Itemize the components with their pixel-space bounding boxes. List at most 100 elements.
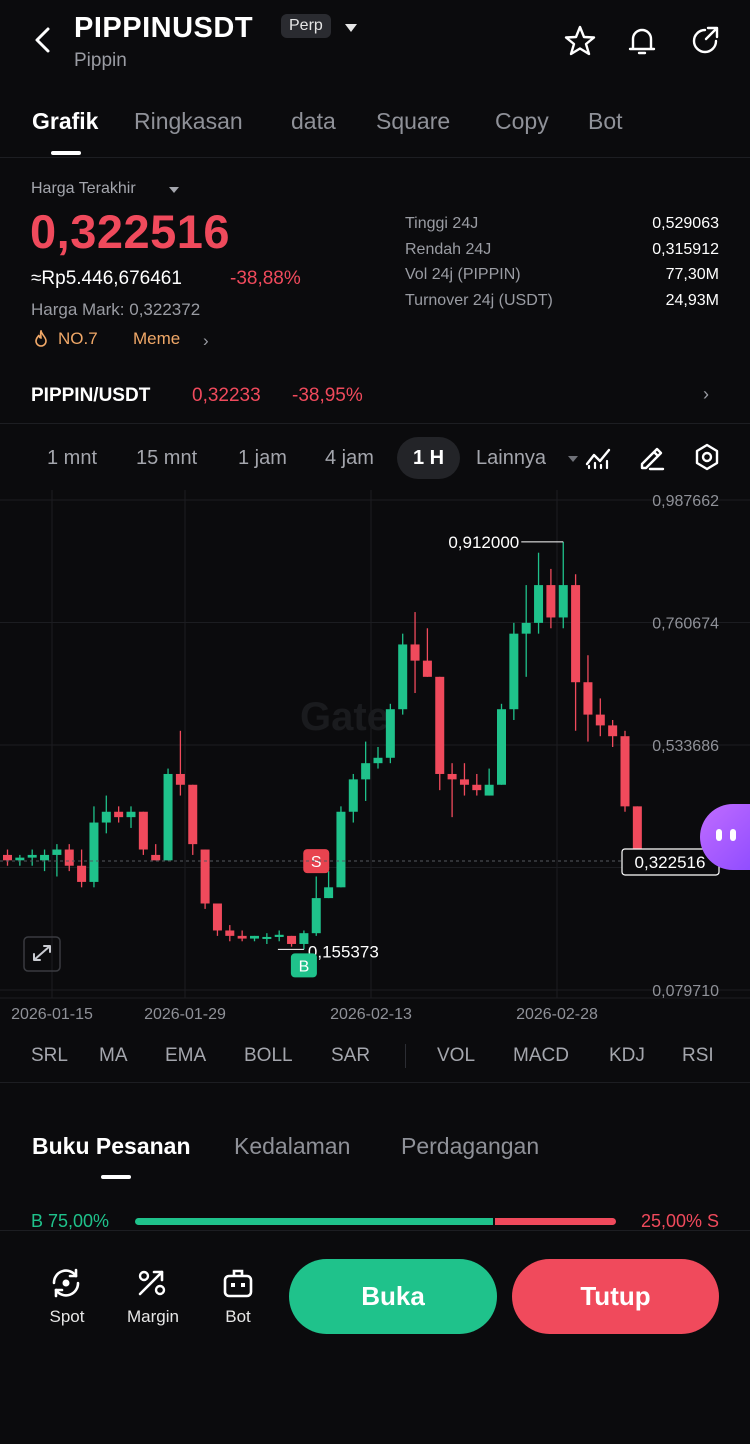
category-tag[interactable]: Meme [133, 329, 181, 348]
candle [163, 773, 173, 861]
settings-icon[interactable] [692, 442, 722, 472]
candle [558, 585, 568, 618]
x-tick-label: 2026-02-28 [516, 1006, 598, 1023]
candle [571, 585, 581, 683]
tab-depth[interactable]: Kedalaman [234, 1133, 351, 1159]
star-icon[interactable] [563, 24, 597, 58]
candle [422, 660, 432, 677]
indicator-srl[interactable]: SRL [31, 1045, 68, 1066]
assistant-bubble[interactable] [700, 804, 750, 870]
bell-icon[interactable] [625, 24, 659, 58]
candle [52, 849, 62, 855]
open-position-button[interactable]: Buka [289, 1259, 497, 1334]
indicator-vol[interactable]: VOL [437, 1045, 476, 1066]
indicator-ema[interactable]: EMA [165, 1045, 207, 1066]
candle [472, 784, 482, 791]
timeframe-1h[interactable]: 1 jam [238, 447, 287, 469]
candle [274, 934, 284, 937]
bot-label[interactable]: Bot [225, 1307, 251, 1326]
candle [311, 898, 321, 934]
candle [410, 644, 420, 661]
tab-ringkasan[interactable]: Ringkasan [134, 108, 243, 134]
indicator-sar[interactable]: SAR [331, 1045, 371, 1066]
margin-icon[interactable] [134, 1266, 170, 1300]
indicator-rsi[interactable]: RSI [682, 1045, 714, 1066]
caret-down-icon[interactable] [169, 187, 179, 193]
share-icon[interactable] [688, 24, 722, 58]
candle [385, 709, 395, 758]
tab-grafik[interactable]: Grafik [32, 108, 99, 134]
timeframe-active-pill[interactable] [397, 437, 460, 479]
spot-icon[interactable] [48, 1266, 84, 1300]
candle [200, 849, 210, 904]
eye-icon [730, 829, 736, 841]
indicator-chart-icon[interactable] [583, 442, 613, 472]
divider [0, 1082, 750, 1083]
bot-icon[interactable] [220, 1266, 256, 1300]
tab-data[interactable]: data [291, 108, 336, 134]
stat-label: Rendah 24J [405, 241, 492, 258]
back-arrow-icon[interactable] [26, 22, 62, 58]
sell-marker-label: S [311, 854, 322, 871]
candle [534, 585, 544, 623]
candle [521, 622, 531, 634]
close-position-button[interactable]: Tutup [512, 1259, 719, 1334]
tab-order-book[interactable]: Buku Pesanan [32, 1133, 191, 1159]
candlestick-chart[interactable]: Gate 0,987662 0,760674 0,533686 0,079710 20… [0, 490, 750, 1030]
timeframe-1d[interactable]: 1 H [412, 447, 445, 469]
eye-icon [716, 829, 722, 841]
spot-pair-name[interactable]: PIPPIN/USDT [31, 385, 151, 406]
header: PIPPINUSDT Pippin Perp [0, 0, 750, 90]
sell-ratio-label: 25,00% S [640, 1211, 719, 1231]
price-type-label[interactable]: Harga Terakhir [31, 180, 136, 197]
indicator-ma[interactable]: MA [99, 1045, 128, 1066]
stat-value: 24,93M [665, 292, 719, 309]
timeframe-1m[interactable]: 1 mnt [47, 447, 98, 469]
expand-icon[interactable] [33, 945, 51, 961]
candle [151, 854, 161, 861]
timeframe-4h[interactable]: 4 jam [325, 447, 374, 469]
spot-label[interactable]: Spot [49, 1307, 85, 1326]
tab-bot[interactable]: Bot [588, 108, 623, 134]
chevron-right-icon[interactable]: › [203, 331, 209, 350]
y-tick-label: 0,079710 [652, 983, 719, 1000]
candle [212, 903, 222, 931]
spot-pair-change: -38,95% [292, 385, 363, 406]
tab-square[interactable]: Square [376, 108, 451, 134]
candle [126, 811, 136, 818]
rank-badge[interactable]: NO.7 [58, 329, 98, 348]
price-change: -38,88% [230, 268, 301, 289]
margin-label[interactable]: Margin [127, 1307, 179, 1326]
pencil-icon[interactable] [637, 442, 667, 472]
candle [15, 857, 25, 861]
tab-indicator [51, 151, 81, 155]
indicator-boll[interactable]: BOLL [244, 1045, 293, 1066]
pair-title[interactable]: PIPPINUSDT [74, 12, 254, 44]
candle [77, 865, 87, 882]
candle [361, 763, 371, 780]
candle [336, 811, 346, 888]
caret-down-icon[interactable] [568, 456, 578, 462]
expand-button[interactable] [23, 936, 61, 972]
candle [27, 854, 37, 858]
divider [0, 423, 750, 424]
buy-marker [290, 953, 317, 978]
low-price-label: 0,155373 [308, 942, 379, 961]
candle [175, 773, 185, 785]
indicator-kdj[interactable]: KDJ [609, 1045, 645, 1066]
tab-trades[interactable]: Perdagangan [401, 1133, 540, 1159]
candle [459, 779, 469, 785]
y-tick-label: 0,760674 [652, 616, 719, 633]
timeframe-more[interactable]: Lainnya [476, 447, 547, 469]
chevron-down-icon[interactable] [345, 24, 357, 32]
high-price-label: 0,912000 [448, 533, 519, 552]
chevron-right-icon[interactable]: › [703, 384, 709, 404]
candle [225, 930, 235, 936]
tab-copy[interactable]: Copy [495, 108, 549, 134]
candle [40, 854, 50, 861]
candle [237, 935, 247, 939]
timeframe-15m[interactable]: 15 mnt [136, 447, 198, 469]
indicator-macd[interactable]: MACD [513, 1045, 569, 1066]
x-tick-label: 2026-01-15 [11, 1006, 93, 1023]
y-tick-label: 0,987662 [652, 493, 719, 510]
